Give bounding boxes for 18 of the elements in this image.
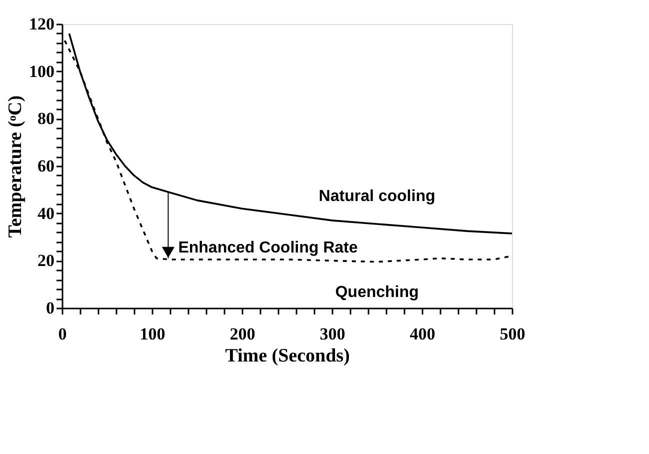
- y-tick-label: 120: [29, 14, 54, 34]
- y-axis-title: Temperature (ᵒC): [5, 95, 26, 238]
- annotation: Enhanced Cooling Rate: [178, 239, 358, 256]
- series-label: Quenching: [335, 284, 419, 301]
- x-tick-label: 500: [500, 324, 526, 344]
- x-tick-label: 200: [230, 324, 256, 344]
- y-tick-label: 60: [38, 156, 54, 176]
- x-axis-title: Time (Seconds): [225, 346, 350, 366]
- series-label: Natural cooling: [318, 188, 436, 205]
- y-tick-label: 80: [38, 109, 54, 128]
- y-tick-label: 0: [46, 298, 54, 318]
- x-tick-label: 300: [320, 324, 346, 344]
- x-tick-label: 100: [140, 324, 166, 344]
- y-tick-label: 20: [38, 251, 54, 270]
- x-tick-label: 400: [410, 324, 436, 344]
- x-tick-label: 0: [58, 324, 67, 344]
- y-tick-label: 100: [29, 62, 54, 81]
- y-tick-label: 40: [38, 204, 54, 223]
